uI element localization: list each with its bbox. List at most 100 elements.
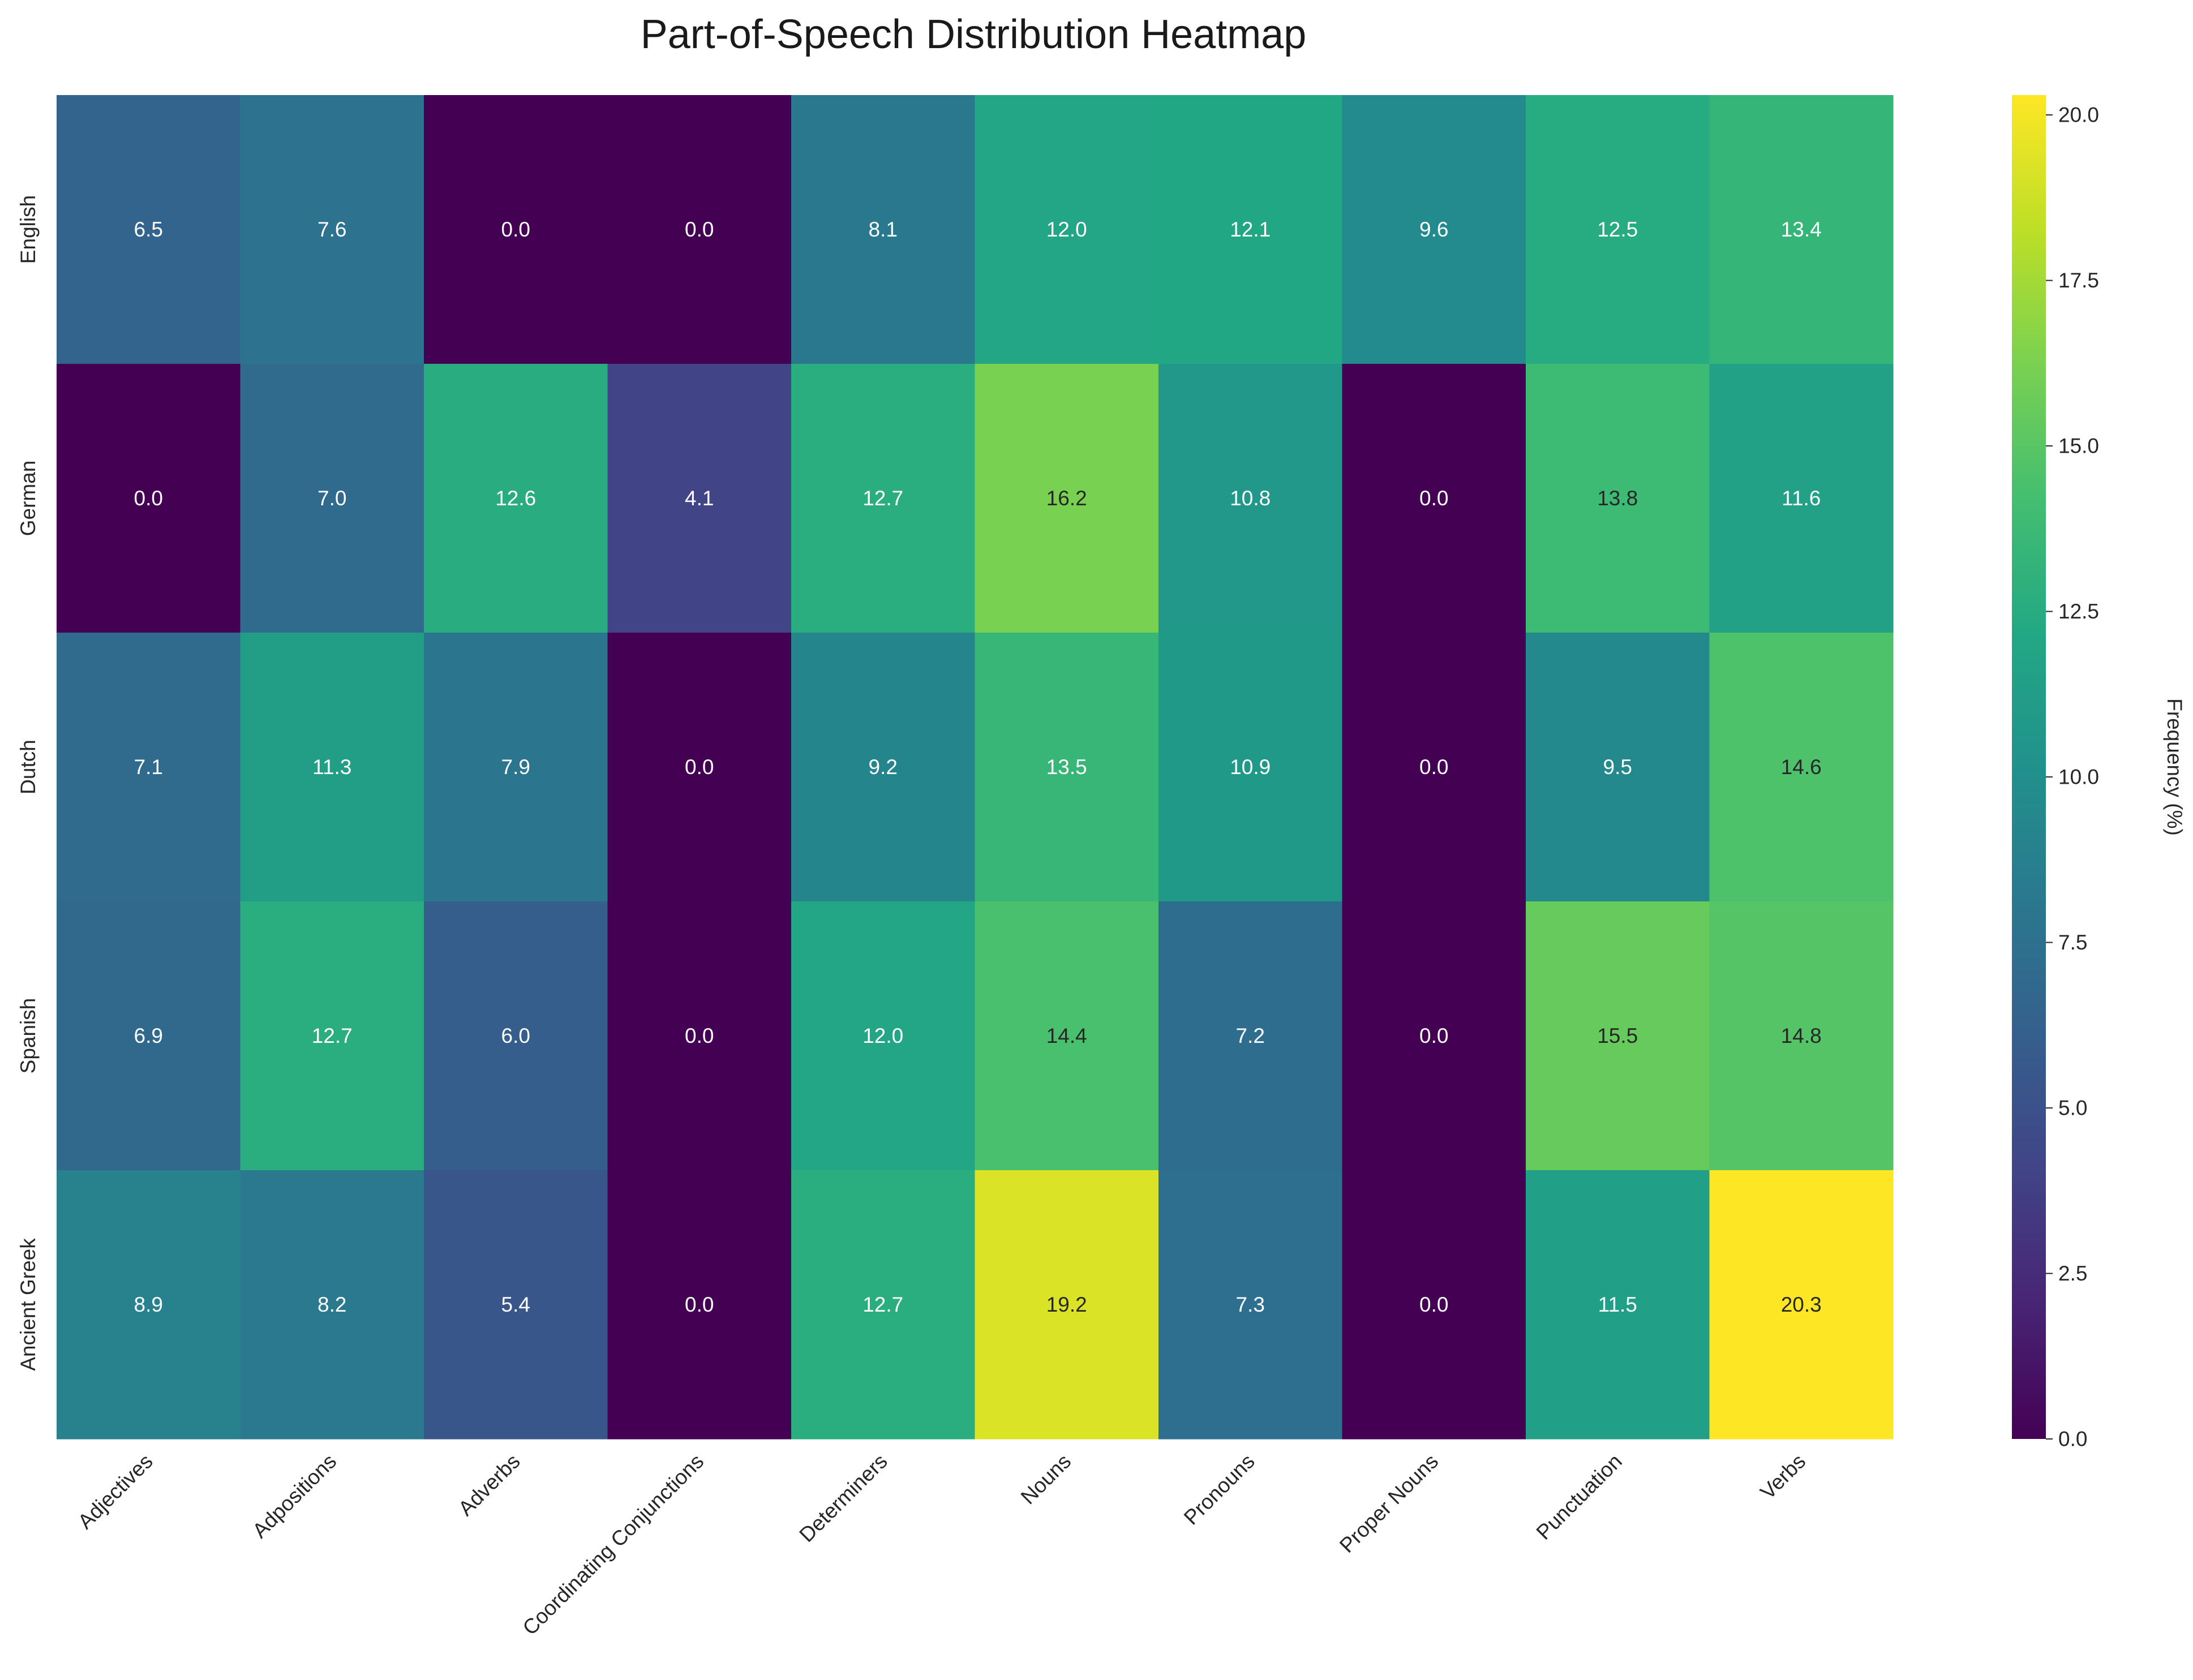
y-tick-label: English <box>16 195 40 264</box>
cell-value-label: 7.9 <box>501 755 530 779</box>
heatmap-cell <box>1342 901 1526 1171</box>
cell-value-label: 10.9 <box>1230 755 1271 779</box>
heatmap-cell <box>1709 364 1894 633</box>
heatmap-cell <box>424 901 608 1171</box>
cell-value-label: 8.9 <box>134 1293 163 1316</box>
cell-value-label: 7.6 <box>317 218 346 241</box>
x-tick-label: Punctuation <box>1532 1450 1626 1544</box>
cell-value-label: 11.5 <box>1598 1293 1637 1316</box>
colorbar-tick-label: 12.5 <box>2058 600 2099 623</box>
heatmap-cell <box>1526 364 1710 633</box>
heatmap-cell <box>240 633 424 902</box>
cell-value-label: 0.0 <box>685 1293 714 1316</box>
cell-value-label: 13.5 <box>1046 755 1087 779</box>
y-axis-tick-labels: English German Dutch Spanish Ancient Greek <box>16 195 40 1371</box>
heatmap-cell <box>1342 633 1526 902</box>
cell-value-label: 19.2 <box>1046 1293 1087 1316</box>
colorbar-tick-label: 20.0 <box>2058 104 2099 127</box>
heatmap-cell <box>607 633 792 902</box>
x-tick-label: Adverbs <box>454 1450 525 1520</box>
chart-title: Part-of-Speech Distribution Heatmap <box>641 12 1307 57</box>
heatmap-cell <box>1526 633 1710 902</box>
cell-value-label: 0.0 <box>685 218 714 241</box>
cell-value-label: 7.0 <box>317 487 346 510</box>
heatmap-cell <box>1526 95 1710 364</box>
cell-value-label: 0.0 <box>1419 487 1448 510</box>
heatmap-cell <box>1526 1170 1710 1440</box>
heatmap-cell <box>1709 901 1894 1171</box>
cell-value-label: 12.1 <box>1230 218 1271 241</box>
cell-value-label: 6.5 <box>134 218 163 241</box>
cell-value-label: 14.4 <box>1046 1024 1087 1047</box>
heatmap-cell <box>240 1170 424 1440</box>
cell-value-label: 14.6 <box>1781 755 1822 779</box>
cell-value-label: 15.5 <box>1597 1024 1638 1047</box>
cell-value-label: 0.0 <box>1419 755 1448 779</box>
heatmap-cell <box>791 1170 976 1440</box>
cell-value-label: 12.7 <box>862 1293 903 1316</box>
heatmap-cell <box>1342 95 1526 364</box>
x-tick-label: Coordinating Conjunctions <box>518 1450 709 1640</box>
cell-value-label: 6.9 <box>134 1024 163 1047</box>
cell-value-label: 7.3 <box>1236 1293 1265 1316</box>
y-tick-label: Dutch <box>16 740 40 794</box>
heatmap-cell <box>607 364 792 633</box>
cell-value-label: 13.8 <box>1597 487 1638 510</box>
heatmap-cell <box>1526 901 1710 1171</box>
colorbar-label: Frequency (%) <box>2163 698 2186 836</box>
cell-value-label: 9.5 <box>1603 755 1632 779</box>
cell-value-label: 12.7 <box>862 487 903 510</box>
cell-value-label: 7.1 <box>134 755 163 779</box>
heatmap-cell <box>240 364 424 633</box>
cell-value-label: 8.1 <box>869 218 898 241</box>
heatmap-cell <box>791 901 976 1171</box>
heatmap-cell <box>57 364 241 633</box>
heatmap-cell <box>607 1170 792 1440</box>
cell-value-label: 9.6 <box>1419 218 1448 241</box>
heatmap-cell <box>1158 95 1343 364</box>
heatmap-cell <box>791 364 976 633</box>
colorbar-tick-label: 5.0 <box>2058 1097 2087 1120</box>
colorbar: 0.0 2.5 5.0 7.5 10.0 12.5 15.0 17.5 20.0 Frequen… <box>2012 95 2186 1451</box>
heatmap-cell <box>975 95 1159 364</box>
heatmap-cell <box>424 95 608 364</box>
heatmap-cell <box>975 364 1159 633</box>
cell-value-label: 0.0 <box>1419 1293 1448 1316</box>
x-tick-label: Adpositions <box>248 1450 341 1542</box>
cell-value-label: 12.5 <box>1597 218 1638 241</box>
cell-value-label: 8.2 <box>317 1293 346 1316</box>
y-tick-label: Spanish <box>16 998 40 1074</box>
heatmap-cell <box>1158 901 1343 1171</box>
heatmap-cell <box>57 95 241 364</box>
cell-value-label: 16.2 <box>1046 487 1087 510</box>
cell-value-label: 7.2 <box>1236 1024 1265 1047</box>
cell-value-label: 5.4 <box>501 1293 530 1316</box>
cell-value-label: 9.2 <box>869 755 898 779</box>
cell-value-label: 14.8 <box>1781 1024 1822 1047</box>
cell-value-label: 6.0 <box>501 1024 530 1047</box>
y-tick-label: German <box>16 461 40 536</box>
cell-value-label: 20.3 <box>1781 1293 1822 1316</box>
heatmap-cells <box>57 95 1894 1440</box>
cell-value-label: 4.1 <box>685 487 714 510</box>
cell-value-label: 0.0 <box>134 487 163 510</box>
heatmap-cell <box>424 633 608 902</box>
heatmap-cell <box>1158 1170 1343 1440</box>
colorbar-tick-label: 15.0 <box>2058 435 2099 458</box>
x-tick-label: Proper Nouns <box>1335 1450 1443 1557</box>
colorbar-ticks: 0.0 2.5 5.0 7.5 10.0 12.5 15.0 17.5 20.0 <box>2046 104 2099 1451</box>
cell-annotations: 6.5 7.6 0.0 0.0 8.1 12.0 12.1 9.6 12.5 13.4 0.0 7.0… <box>134 218 1822 1316</box>
heatmap-cell <box>240 901 424 1171</box>
cell-value-label: 0.0 <box>501 218 530 241</box>
cell-value-label: 0.0 <box>685 755 714 779</box>
x-axis-tick-labels: Adjectives Adpositions AdverbsCoordinating… <box>74 1450 1810 1640</box>
cell-value-label: 12.6 <box>495 487 536 510</box>
heatmap-cell <box>424 364 608 633</box>
heatmap-cell <box>424 1170 608 1440</box>
heatmap-cell <box>975 1170 1159 1440</box>
colorbar-tick-label: 17.5 <box>2058 269 2099 292</box>
heatmap-cell <box>1158 633 1343 902</box>
cell-value-label: 10.8 <box>1230 487 1271 510</box>
cell-value-label: 11.3 <box>312 755 351 779</box>
